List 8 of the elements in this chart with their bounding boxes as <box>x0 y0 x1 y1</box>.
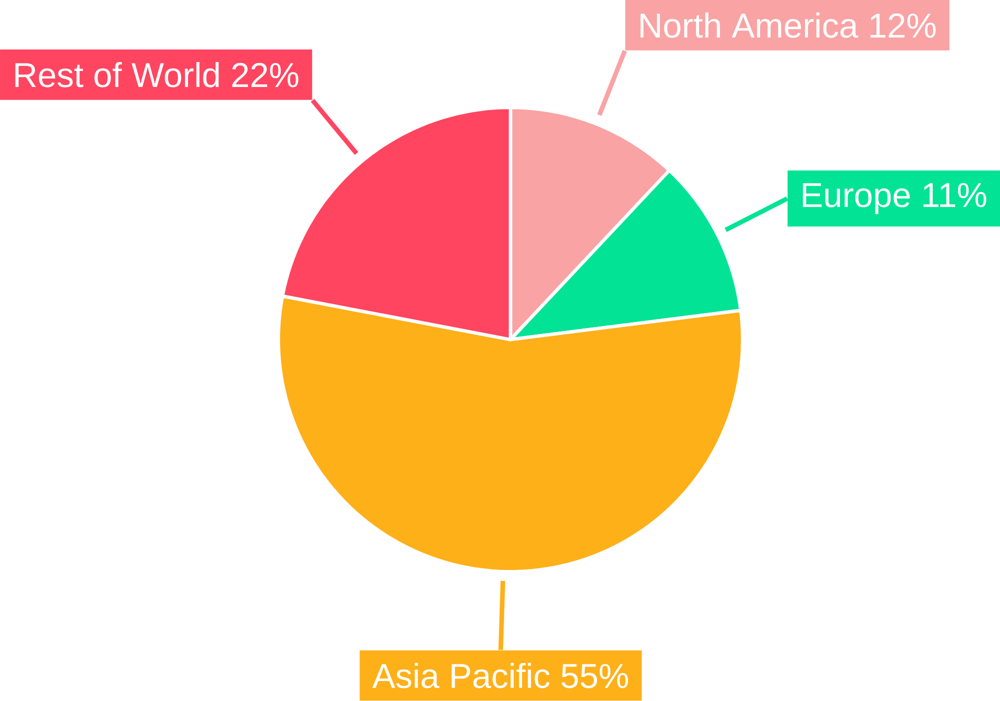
slice-label: North America <box>640 12 858 38</box>
data-label: 11% <box>924 183 986 208</box>
data-label: 22% <box>232 63 298 88</box>
data-label: 12% <box>870 14 936 38</box>
data-label: 55% <box>562 664 628 688</box>
slice-label: Asia Pacific <box>372 663 550 688</box>
slice-label: Europe <box>802 183 910 214</box>
slice-label: Rest of World <box>15 62 219 88</box>
